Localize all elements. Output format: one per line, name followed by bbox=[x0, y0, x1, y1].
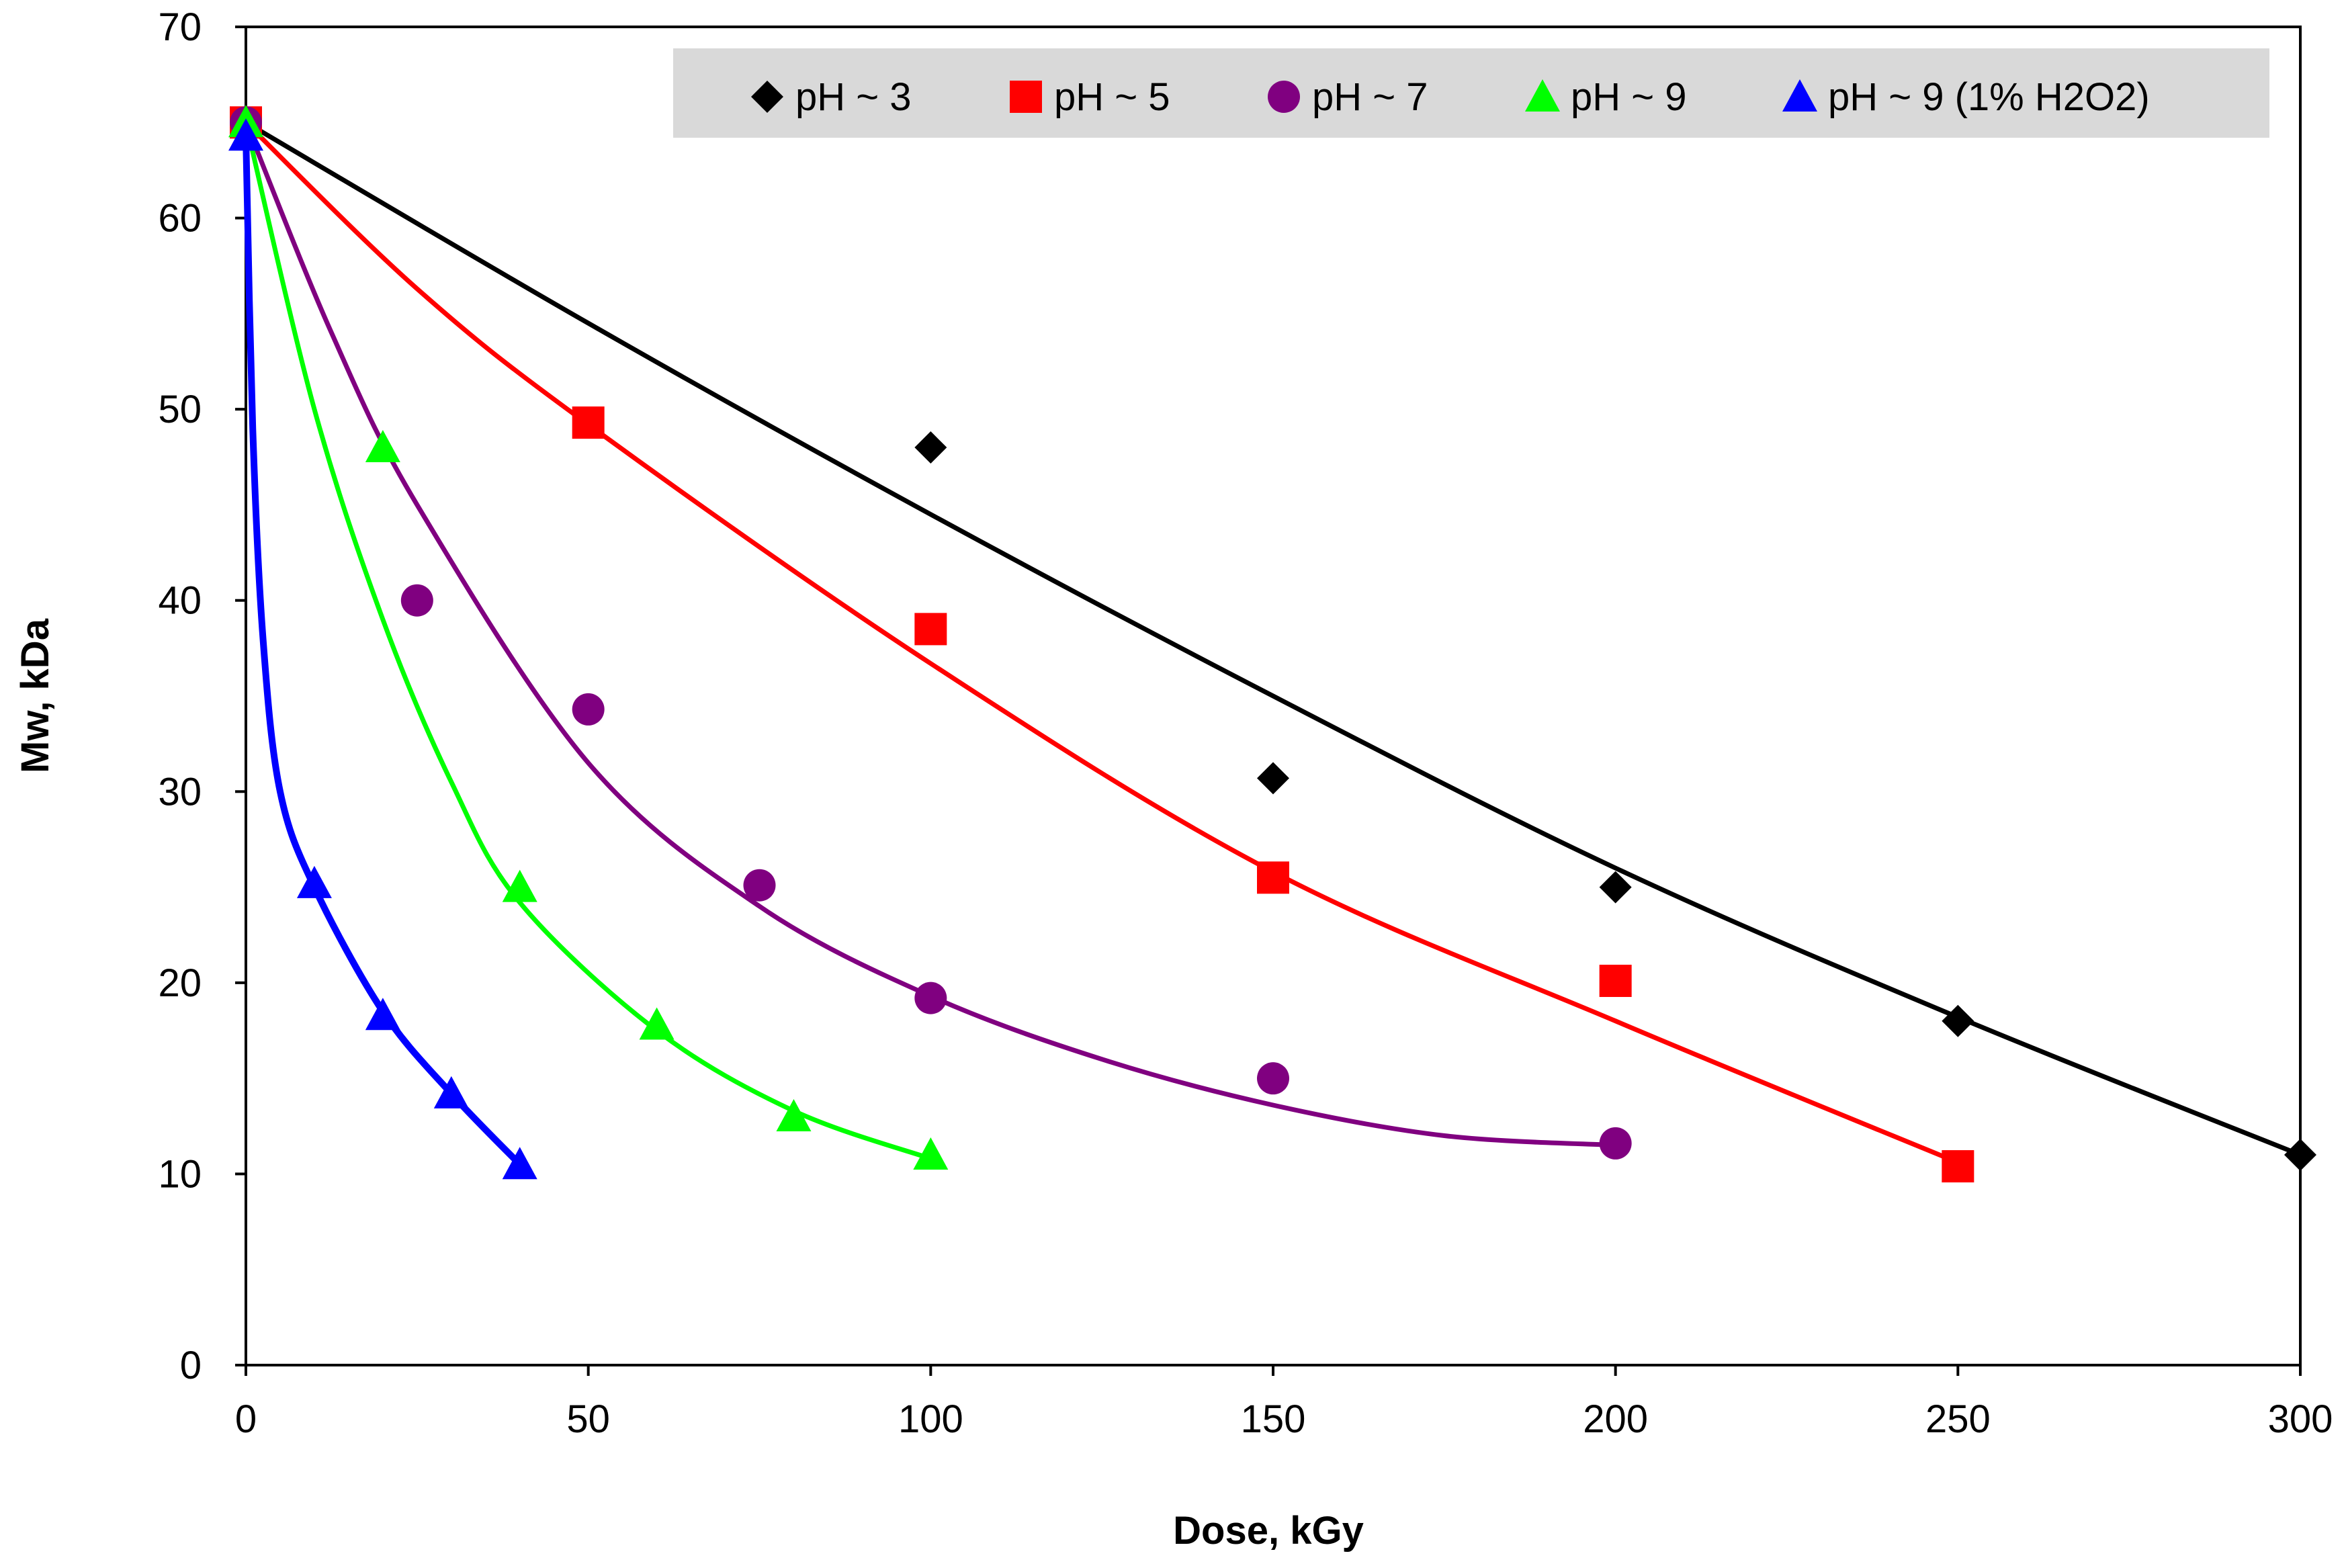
series-3-point bbox=[1257, 1062, 1289, 1095]
series-3-point bbox=[743, 869, 776, 902]
series-1-point bbox=[914, 431, 947, 464]
legend-box bbox=[673, 48, 2269, 138]
data-markers bbox=[228, 105, 2316, 1183]
series-3-point bbox=[572, 693, 605, 726]
y-tick-label: 40 bbox=[158, 579, 202, 623]
legend-label-1: pH ~ 3 bbox=[795, 75, 912, 119]
y-axis-title: Mw, kDa bbox=[13, 618, 57, 773]
x-tick-label: 300 bbox=[2268, 1397, 2333, 1441]
series-3-point bbox=[400, 584, 433, 617]
series-3-point bbox=[914, 982, 947, 1014]
series-1-point bbox=[1599, 871, 1632, 904]
legend-marker-3 bbox=[1268, 81, 1300, 113]
axis-ticks: 0 50 100 150 200 250 300 0 10 20 30 40 50 60 70 bbox=[158, 5, 2333, 1441]
series-4-point bbox=[502, 869, 537, 902]
series-3-fit-line bbox=[243, 120, 1618, 1148]
series-5-point bbox=[502, 1147, 537, 1180]
x-tick-label: 250 bbox=[1925, 1397, 1991, 1441]
x-tick-label: 0 bbox=[235, 1397, 257, 1441]
series-4-fit-line bbox=[243, 120, 933, 1162]
series-2-fit-line bbox=[243, 120, 1960, 1165]
legend-marker-5 bbox=[1782, 79, 1817, 112]
y-tick-label: 70 bbox=[158, 5, 202, 49]
x-tick-label: 200 bbox=[1583, 1397, 1648, 1441]
legend: pH ~ 3 pH ~ 5 pH ~ 7 pH ~ 9 pH ~ 9 (1% H2O2) bbox=[673, 48, 2269, 138]
y-tick-label: 10 bbox=[158, 1152, 202, 1196]
series-4-point bbox=[639, 1007, 675, 1040]
series-2-point bbox=[1942, 1150, 1974, 1183]
series-5-point bbox=[365, 998, 400, 1031]
legend-marker-4 bbox=[1525, 79, 1560, 112]
y-tick-label: 60 bbox=[158, 197, 202, 241]
x-tick-label: 100 bbox=[898, 1397, 963, 1441]
y-tick-label: 0 bbox=[180, 1344, 202, 1387]
series-5-point bbox=[433, 1076, 469, 1108]
series-2-point bbox=[572, 406, 605, 439]
series-5-point bbox=[228, 118, 263, 151]
x-axis-title: Dose, kGy bbox=[1173, 1509, 1364, 1553]
series-2-point bbox=[914, 613, 947, 646]
series-1-point bbox=[2284, 1138, 2316, 1171]
x-tick-label: 50 bbox=[566, 1397, 610, 1441]
series-5-point bbox=[296, 865, 332, 898]
series-2-point bbox=[1257, 861, 1289, 894]
y-tick-label: 50 bbox=[158, 388, 202, 431]
series-1-point bbox=[1942, 1004, 1974, 1037]
series-2-point bbox=[1599, 965, 1632, 998]
series-4-point bbox=[365, 430, 400, 463]
y-tick-label: 30 bbox=[158, 770, 202, 814]
legend-label-2: pH ~ 5 bbox=[1054, 75, 1170, 119]
y-tick-label: 20 bbox=[158, 961, 202, 1005]
x-tick-label: 150 bbox=[1241, 1397, 1306, 1441]
legend-marker-1 bbox=[751, 81, 783, 113]
legend-marker-2 bbox=[1010, 81, 1042, 113]
series-4-point bbox=[913, 1137, 949, 1170]
legend-label-3: pH ~ 7 bbox=[1312, 75, 1428, 119]
series-5-fit-line bbox=[243, 132, 523, 1168]
series-3-point bbox=[1599, 1127, 1632, 1160]
series-1-point bbox=[1257, 762, 1289, 795]
series-4-point bbox=[776, 1099, 812, 1132]
legend-label-4: pH ~ 9 bbox=[1571, 75, 1687, 119]
legend-label-5: pH ~ 9 (1% H2O2) bbox=[1828, 75, 2150, 119]
